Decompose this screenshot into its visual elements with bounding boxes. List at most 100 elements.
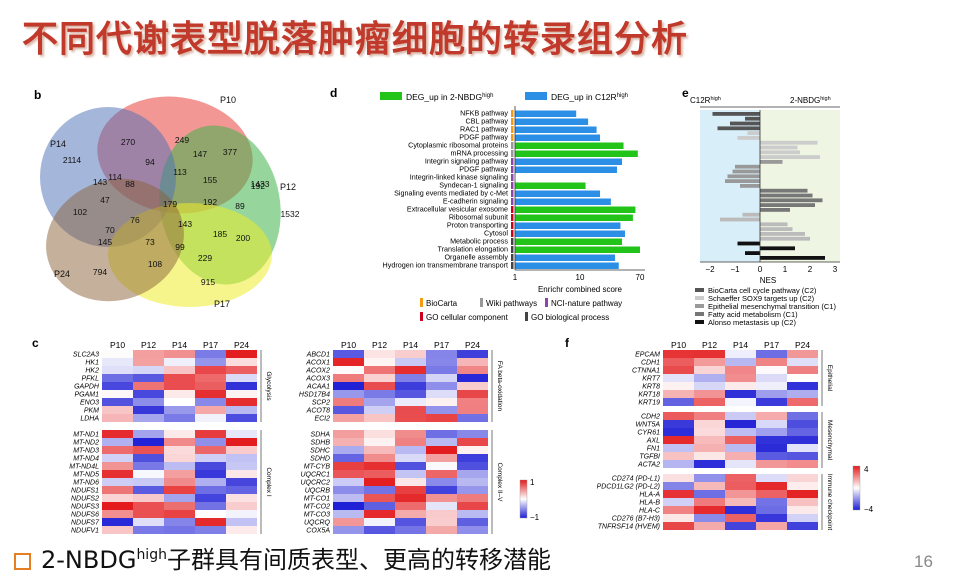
heat-row-label: MT-ND1 — [73, 432, 99, 439]
heat-col-label: P10 — [671, 340, 686, 350]
heat-cell — [195, 526, 226, 534]
bullet-suffix: 子群具有间质表型、更高的转移潜能 — [166, 546, 551, 574]
db-tag — [511, 262, 514, 269]
heat-row-label: NDUFS6 — [71, 512, 99, 519]
heat-row-label: NDUFS7 — [71, 520, 100, 527]
nes-bar — [745, 116, 760, 121]
heat-row-label: MT-CYB — [304, 464, 331, 471]
nes-bar — [712, 112, 760, 116]
nes-bar — [760, 236, 810, 241]
heat-cell — [102, 494, 133, 502]
heat-cell — [457, 350, 488, 358]
heat-cell — [725, 436, 756, 444]
heat-cell — [133, 454, 164, 462]
heat-row-label: LDHA — [80, 416, 99, 423]
nes-bar — [737, 241, 760, 246]
heat-cell — [133, 518, 164, 526]
legend-green-label: DEG_up in 2-NBDGhigh — [406, 92, 493, 102]
heat-cell — [457, 510, 488, 518]
heat-cell — [102, 366, 133, 374]
e-xlabel: NES — [760, 276, 776, 285]
heat-row-label: MT-ND2 — [73, 440, 99, 447]
heat-cell — [725, 412, 756, 420]
heat-cell — [395, 518, 426, 526]
heat-cell — [133, 390, 164, 398]
heat-cell — [195, 470, 226, 478]
bar-green — [515, 206, 636, 213]
heat-col-label: P12 — [372, 340, 387, 350]
heat-cell — [133, 446, 164, 454]
heat-cell — [226, 438, 257, 446]
heatmap-c: P10 P12 P14 P17 P24 SLC2A3HK1HK2PFKLGAPDHPGAM… — [69, 340, 539, 535]
heat-group-label: Immune checkpoint — [826, 474, 833, 531]
db-tag — [511, 158, 514, 165]
heat-cell — [787, 460, 818, 468]
pathway-label: RAC1 pathway — [460, 125, 508, 134]
heat-cell — [457, 446, 488, 454]
heat-cell — [333, 486, 364, 494]
bar-blue — [515, 262, 619, 269]
heat-cell — [133, 478, 164, 486]
heat-cell — [102, 358, 133, 366]
heat-cell — [663, 358, 694, 366]
heat-cell — [226, 518, 257, 526]
heat-cell — [226, 462, 257, 470]
db-tag — [511, 166, 514, 173]
heat-row-label: KRT18 — [638, 392, 660, 399]
heat-cell — [364, 414, 395, 422]
venn-count: 1532 — [281, 209, 300, 219]
pathway-label: Translation elongation — [438, 245, 508, 254]
venn-count: 102 — [73, 207, 87, 217]
heat-cell — [725, 522, 756, 530]
heat-cell — [457, 374, 488, 382]
venn-count: 143 — [178, 219, 192, 229]
heat-cell — [102, 390, 133, 398]
heat-cell — [457, 518, 488, 526]
heat-row-label: CDH2 — [641, 414, 660, 421]
heat-row-label: HK2 — [85, 368, 99, 375]
heat-row-label: TGFBI — [639, 454, 660, 461]
venn-count: 108 — [148, 259, 162, 269]
heat-cell — [395, 486, 426, 494]
heat-cell — [725, 498, 756, 506]
heat-cell — [787, 350, 818, 358]
heat-cell — [364, 366, 395, 374]
heat-cell — [164, 494, 195, 502]
heat-cell — [133, 414, 164, 422]
heat-cell — [426, 486, 457, 494]
heat-cell — [787, 490, 818, 498]
bar-green — [515, 142, 624, 149]
heat-cell — [663, 374, 694, 382]
heat-cell — [395, 382, 426, 390]
heat-cell — [395, 502, 426, 510]
heat-cell — [333, 438, 364, 446]
heat-cell — [195, 478, 226, 486]
heat-row-label: KRT7 — [642, 376, 661, 383]
heat-row-label: ABCD1 — [306, 352, 330, 359]
heat-cell — [457, 438, 488, 446]
heat-cell — [102, 462, 133, 470]
nes-bar — [740, 184, 760, 188]
heat-cell — [395, 430, 426, 438]
heat-cell — [663, 460, 694, 468]
pathway-label: Signaling events mediated by c-Met — [394, 189, 508, 198]
heat-cell — [457, 462, 488, 470]
heat-cell — [133, 494, 164, 502]
nes-bar — [717, 126, 760, 131]
panel-label-d: d — [330, 86, 338, 100]
bar-blue — [515, 110, 577, 117]
heat-cell — [195, 438, 226, 446]
db-tag — [511, 182, 514, 189]
nes-bar-chart: C12Rhigh 2-NBDGhigh −2 −1 0 1 2 3 NES BioCart… — [690, 96, 840, 327]
heat-cell — [102, 350, 133, 358]
heat-cell — [395, 526, 426, 534]
db-tag — [511, 142, 514, 149]
heat-cell — [333, 374, 364, 382]
heat-cell — [787, 398, 818, 406]
heat-cell — [364, 494, 395, 502]
enrichment-bar-chart: DEG_up in 2-NBDGhigh DEG_up in C12Rhigh … — [380, 92, 645, 322]
heat-row-label: UQCRC1 — [300, 472, 330, 479]
db-tag — [511, 238, 514, 245]
heat-cell — [663, 474, 694, 482]
heat-cell — [102, 406, 133, 414]
